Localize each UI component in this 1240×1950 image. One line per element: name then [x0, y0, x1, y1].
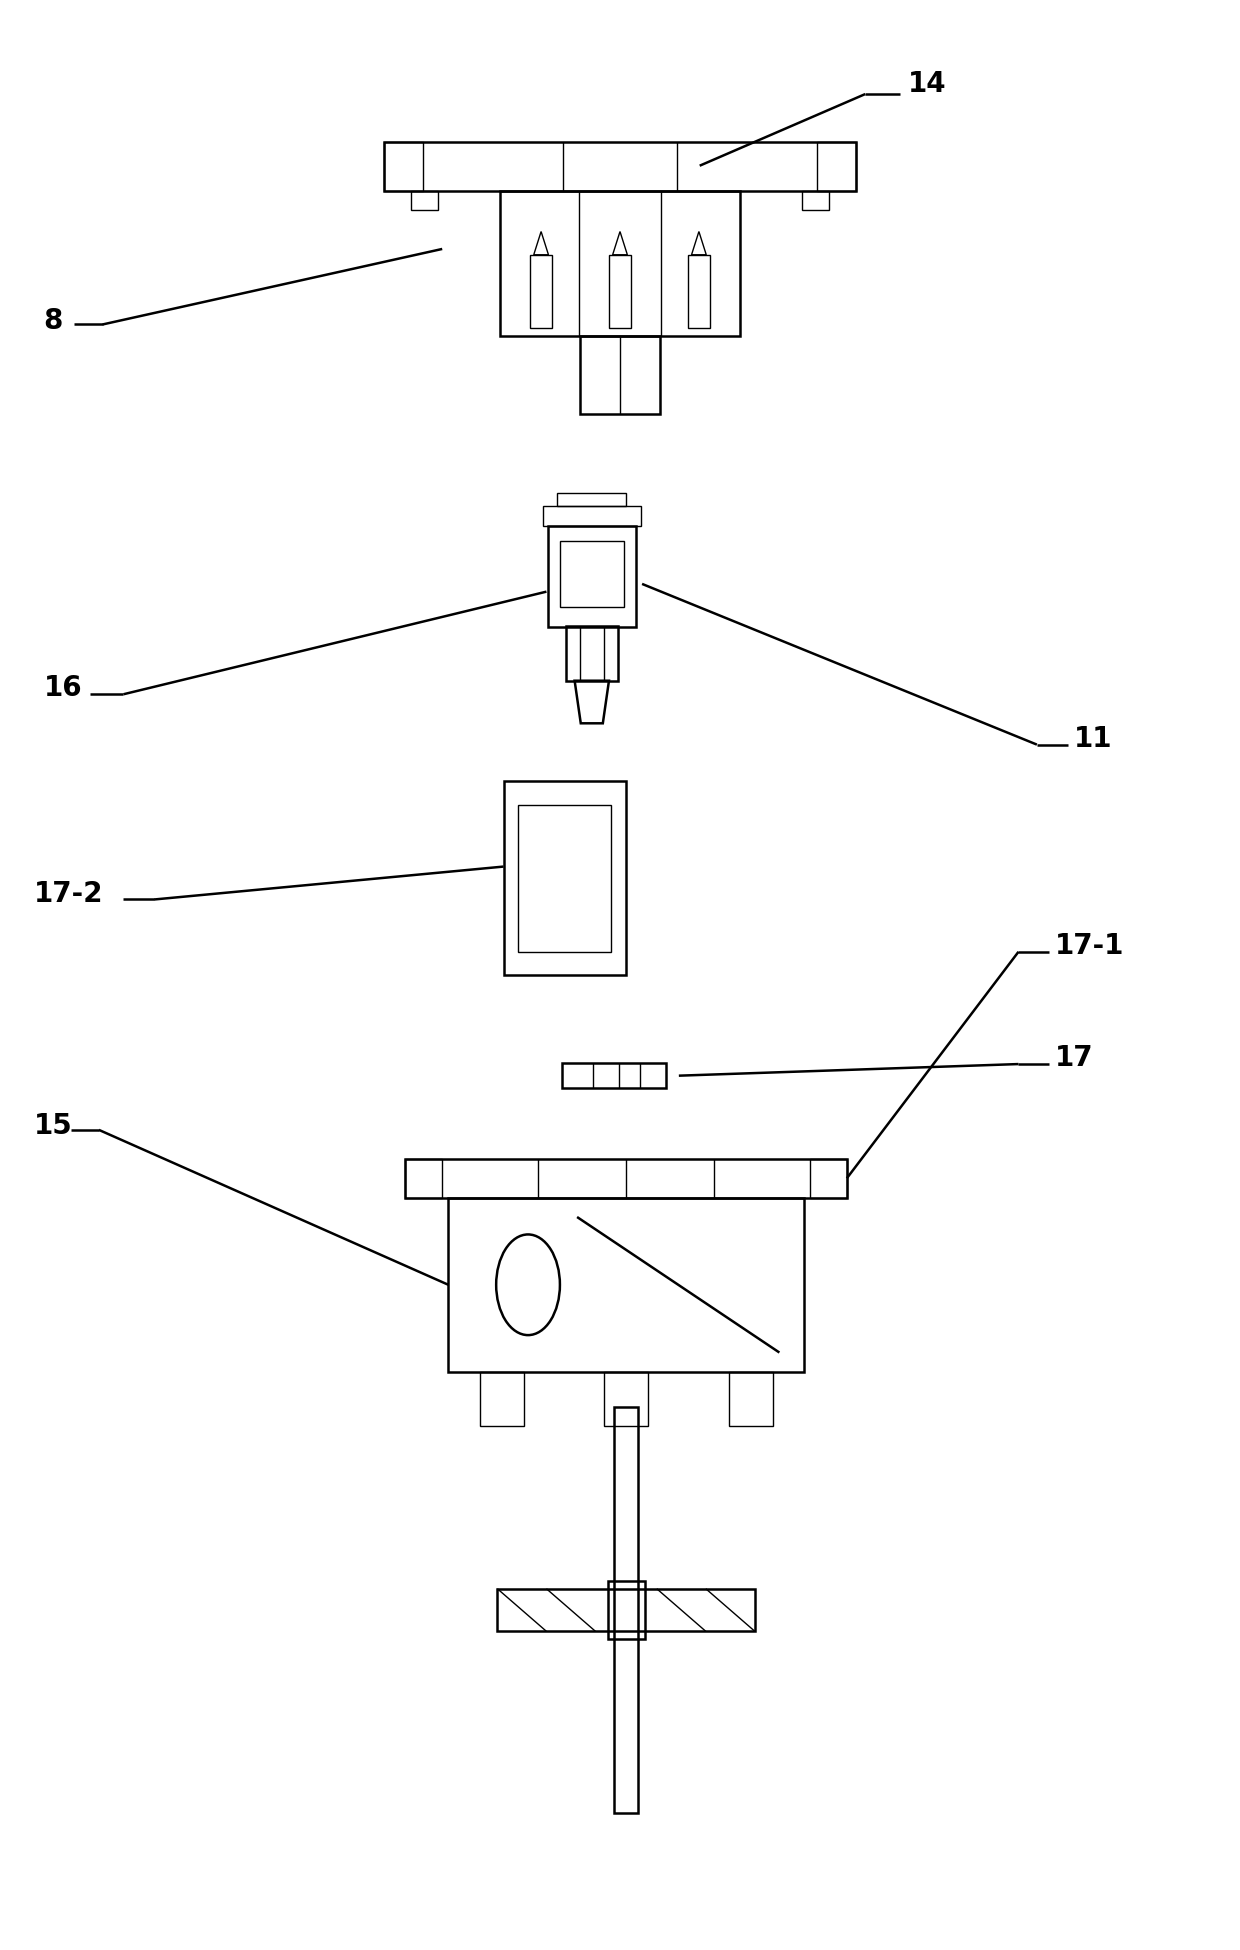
Bar — [604, 1373, 649, 1425]
Bar — [529, 255, 552, 328]
Bar — [580, 335, 660, 413]
Text: 11: 11 — [1074, 725, 1112, 753]
Bar — [614, 1406, 639, 1814]
Text: 17: 17 — [1055, 1045, 1094, 1072]
Bar — [503, 782, 626, 975]
Bar — [609, 255, 631, 328]
Bar — [548, 526, 636, 626]
Bar — [560, 542, 624, 606]
Text: 8: 8 — [43, 306, 63, 335]
Bar — [817, 142, 856, 191]
Bar — [480, 1373, 523, 1425]
Bar — [729, 1373, 773, 1425]
Bar — [384, 142, 423, 191]
Bar — [543, 507, 641, 526]
Bar — [810, 1158, 847, 1197]
Bar — [501, 191, 739, 335]
Text: 16: 16 — [43, 675, 82, 702]
Bar — [802, 191, 830, 211]
Bar — [608, 1581, 645, 1640]
Text: 17-1: 17-1 — [1055, 932, 1125, 959]
Bar — [449, 1197, 804, 1373]
Bar — [497, 1589, 755, 1632]
Bar — [562, 1063, 666, 1088]
Bar — [405, 1158, 443, 1197]
Bar — [558, 493, 626, 507]
Bar — [405, 1158, 847, 1197]
Bar — [518, 805, 611, 952]
Bar — [688, 255, 711, 328]
Bar — [565, 626, 618, 681]
Text: 17-2: 17-2 — [33, 879, 103, 907]
Bar — [410, 191, 438, 211]
Text: 14: 14 — [908, 70, 947, 98]
Bar — [384, 142, 856, 191]
Text: 15: 15 — [33, 1112, 73, 1141]
